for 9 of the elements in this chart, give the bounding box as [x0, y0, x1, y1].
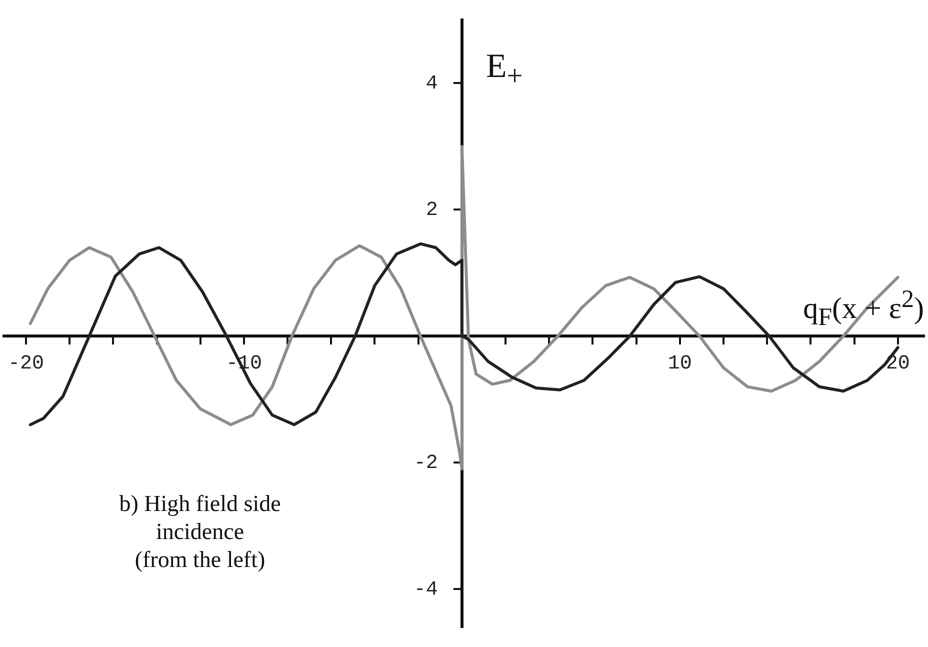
x-tick-label: 10 — [668, 352, 692, 376]
annotation: b) High field side incidence (from the left) — [118, 490, 282, 574]
y-tick-label: -4 — [414, 578, 462, 602]
x-axis-title: q$_{F}$(x + ε$^{2}$) — [803, 286, 924, 332]
y-tick-label: 4 — [426, 72, 462, 96]
y-axis-title: E$_{+}$ — [486, 48, 523, 93]
y-tick-label: -2 — [414, 452, 462, 475]
y-tick-label: 2 — [426, 198, 462, 222]
x-tick-label: -20 — [8, 352, 44, 376]
